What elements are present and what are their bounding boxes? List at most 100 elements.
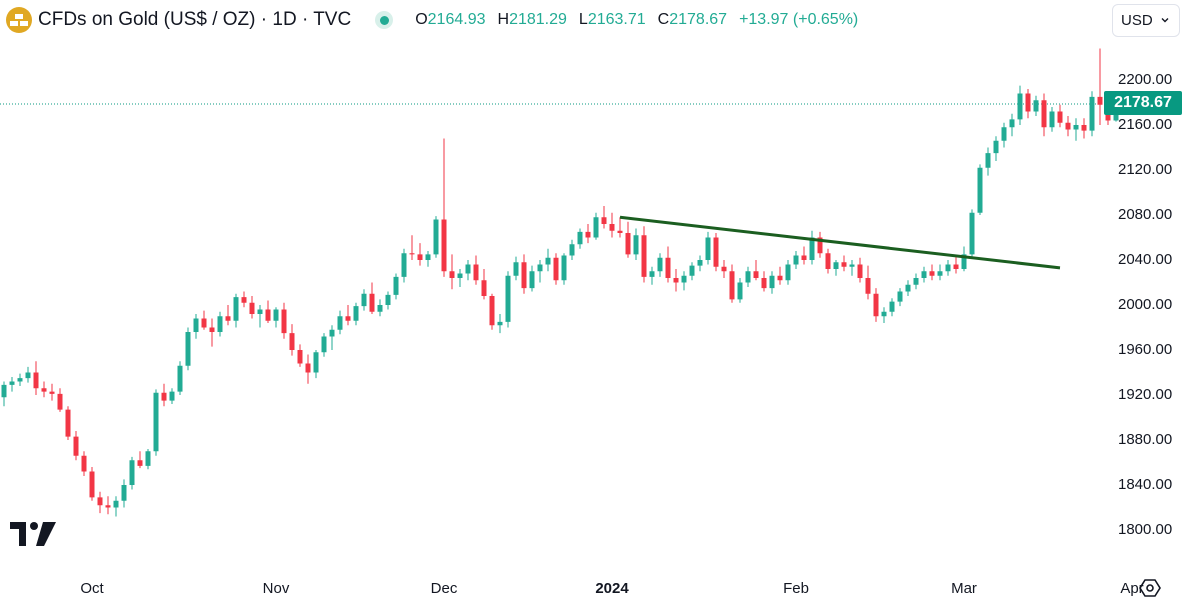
candle (489, 293, 495, 330)
candle-body (1033, 100, 1039, 112)
candle (241, 291, 247, 308)
candle-body (745, 271, 751, 283)
candle-body (921, 271, 927, 278)
candle-body (985, 153, 991, 168)
candle-body (361, 293, 367, 307)
candle (785, 260, 791, 285)
candle-body (713, 237, 719, 267)
candle (329, 325, 335, 350)
candle (993, 136, 999, 161)
candle-body (281, 309, 287, 334)
candle-body (489, 296, 495, 326)
candle-body (641, 235, 647, 277)
candle-body (433, 219, 439, 255)
currency-select[interactable]: USD (1112, 4, 1180, 37)
candle (345, 305, 351, 326)
candle (385, 291, 391, 310)
candle-body (905, 284, 911, 292)
candle (929, 264, 935, 281)
candle-body (937, 271, 943, 276)
candle (601, 206, 607, 229)
trendline[interactable] (619, 215, 1061, 270)
candle-body (161, 392, 167, 401)
candle-body (193, 318, 199, 332)
candle-body (129, 460, 135, 485)
candle-body (201, 318, 207, 328)
candle (249, 296, 255, 319)
candle (529, 265, 535, 292)
candle (857, 257, 863, 283)
candle (505, 271, 511, 328)
candle-body (417, 254, 423, 260)
open-value: 2164.93 (427, 11, 486, 28)
candle (865, 265, 871, 300)
candle-body (97, 497, 103, 506)
candle-body (457, 273, 463, 278)
candle (1065, 116, 1071, 137)
candle-body (145, 451, 151, 466)
candle-body (289, 333, 295, 350)
candle-body (649, 271, 655, 277)
candle-body (513, 262, 519, 276)
low-value: 2163.71 (587, 11, 646, 28)
candle (881, 307, 887, 323)
candle (49, 383, 55, 401)
candle (81, 451, 87, 476)
candle-body (217, 316, 223, 332)
candle (257, 305, 263, 328)
candle-body (209, 327, 215, 332)
candle (745, 266, 751, 287)
candle (961, 246, 967, 272)
candle-body (473, 264, 479, 281)
y-tick-label: 1960.00 (1118, 341, 1173, 358)
candle (1049, 107, 1055, 132)
candle-body (73, 436, 79, 456)
candle (1025, 89, 1031, 119)
candle-body (25, 372, 31, 379)
x-tick-label: Feb (783, 580, 809, 597)
candle-body (1097, 96, 1103, 105)
candle (737, 278, 743, 303)
candle-body (705, 237, 711, 260)
candle-body (497, 321, 503, 326)
candle (609, 212, 615, 238)
candle (777, 266, 783, 285)
candle (137, 451, 143, 469)
x-tick-label: Apr (1120, 580, 1144, 597)
candle-body (953, 264, 959, 269)
tradingview-logo-icon[interactable] (10, 522, 56, 551)
candle-body (569, 244, 575, 256)
candle (177, 361, 183, 395)
candle-body (353, 306, 359, 321)
candle-body (385, 294, 391, 305)
candle-body (153, 392, 159, 452)
candle-body (841, 262, 847, 267)
candle-body (297, 350, 303, 364)
candle-body (49, 391, 55, 394)
candle-body (1, 384, 7, 398)
candle (1017, 85, 1023, 125)
candle (817, 231, 823, 258)
y-tick-label: 1800.00 (1118, 521, 1173, 538)
candle (793, 251, 799, 269)
x-tick-label: 2024 (595, 580, 629, 597)
candle (657, 253, 663, 277)
candle (33, 361, 39, 395)
candle-body (81, 455, 87, 472)
candle-body (601, 217, 607, 224)
candle (265, 300, 271, 323)
candle-body (809, 237, 815, 260)
symbol-title[interactable]: CFDs on Gold (US$ / OZ) · 1D · TVC (38, 9, 352, 30)
candle (273, 307, 279, 328)
close-value: 2178.67 (669, 11, 728, 28)
y-tick-label: 2000.00 (1118, 296, 1173, 313)
candle (841, 255, 847, 272)
candle (145, 449, 151, 470)
candle (353, 302, 359, 326)
candle (873, 288, 879, 322)
candle-body (41, 388, 47, 392)
settings-icon[interactable] (1139, 577, 1161, 604)
candle-body (481, 280, 487, 296)
candle-body (345, 316, 351, 321)
